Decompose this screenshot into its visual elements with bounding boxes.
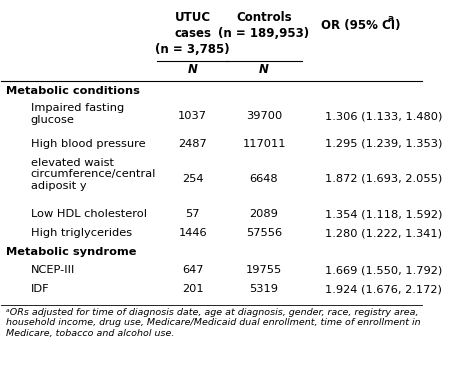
Text: 1.872 (1.693, 2.055): 1.872 (1.693, 2.055): [325, 174, 442, 184]
Text: 57: 57: [185, 209, 200, 219]
Text: a: a: [387, 14, 393, 24]
Text: 2487: 2487: [178, 139, 207, 149]
Text: 5319: 5319: [249, 284, 279, 294]
Text: (n = 189,953): (n = 189,953): [219, 27, 310, 40]
Text: (n = 3,785): (n = 3,785): [155, 43, 230, 56]
Text: 2089: 2089: [250, 209, 279, 219]
Text: N: N: [188, 63, 198, 76]
Text: N: N: [259, 63, 269, 76]
Text: 1.306 (1.133, 1.480): 1.306 (1.133, 1.480): [325, 112, 442, 121]
Text: ᵃORs adjusted for time of diagnosis date, age at diagnosis, gender, race, regist: ᵃORs adjusted for time of diagnosis date…: [6, 308, 420, 338]
Text: Metabolic syndrome: Metabolic syndrome: [6, 247, 136, 257]
Text: IDF: IDF: [31, 284, 49, 294]
Text: Controls: Controls: [236, 11, 292, 24]
Text: 117011: 117011: [242, 139, 286, 149]
Text: 1.669 (1.550, 1.792): 1.669 (1.550, 1.792): [325, 265, 442, 275]
Text: OR (95% CI): OR (95% CI): [321, 19, 401, 32]
Text: Low HDL cholesterol: Low HDL cholesterol: [31, 209, 147, 219]
Text: 647: 647: [182, 265, 203, 275]
Text: elevated waist
circumference/central
adiposit y: elevated waist circumference/central adi…: [31, 158, 156, 191]
Text: NCEP-III: NCEP-III: [31, 265, 75, 275]
Text: Metabolic conditions: Metabolic conditions: [6, 86, 139, 96]
Text: 201: 201: [182, 284, 203, 294]
Text: 57556: 57556: [246, 228, 282, 238]
Text: 1037: 1037: [178, 112, 207, 121]
Text: High triglycerides: High triglycerides: [31, 228, 132, 238]
Text: 1446: 1446: [178, 228, 207, 238]
Text: 1.354 (1.118, 1.592): 1.354 (1.118, 1.592): [325, 209, 442, 219]
Text: UTUC: UTUC: [174, 11, 210, 24]
Text: 1.280 (1.222, 1.341): 1.280 (1.222, 1.341): [325, 228, 442, 238]
Text: 254: 254: [182, 174, 203, 184]
Text: 1.295 (1.239, 1.353): 1.295 (1.239, 1.353): [325, 139, 442, 149]
Text: High blood pressure: High blood pressure: [31, 139, 146, 149]
Text: Impaired fasting
glucose: Impaired fasting glucose: [31, 103, 124, 125]
Text: cases: cases: [174, 27, 211, 40]
Text: 1.924 (1.676, 2.172): 1.924 (1.676, 2.172): [325, 284, 442, 294]
Text: 6648: 6648: [250, 174, 278, 184]
Text: 39700: 39700: [246, 112, 282, 121]
Text: 19755: 19755: [246, 265, 282, 275]
